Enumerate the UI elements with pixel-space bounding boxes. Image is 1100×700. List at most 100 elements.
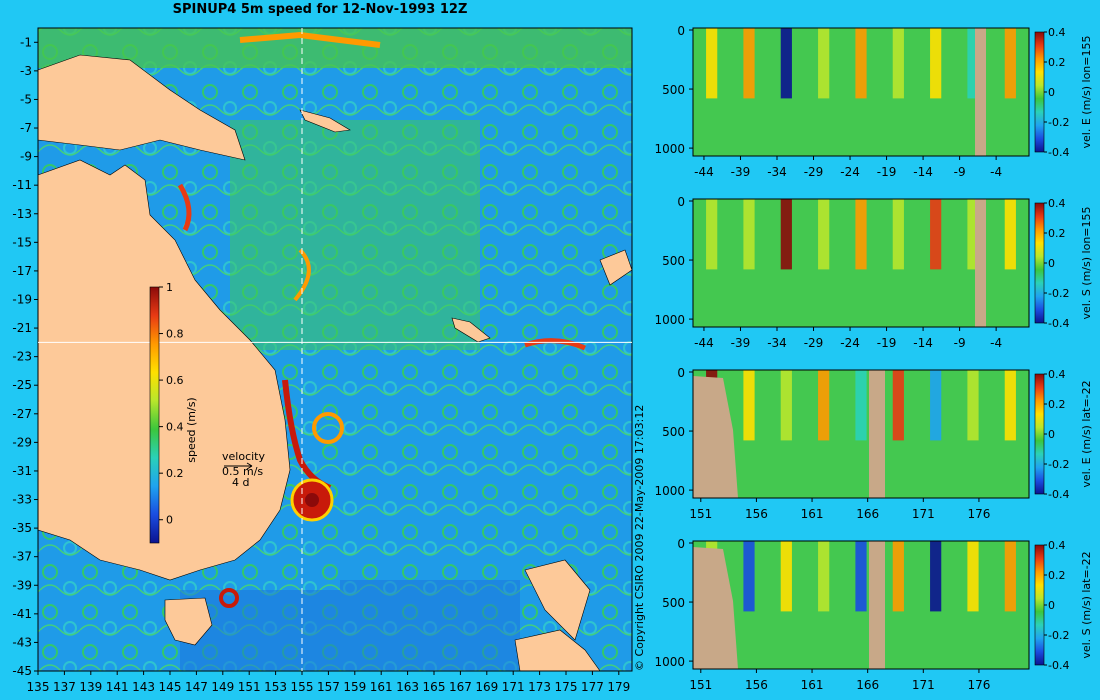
speed-colorbar-tick-label: 0.4 (166, 421, 184, 434)
section-land (975, 28, 986, 156)
section-x-tick-label: 151 (689, 678, 712, 692)
map-x-tick-label: 177 (581, 680, 604, 694)
map-x-tick-label: 161 (370, 680, 393, 694)
map-y-tick-label: -43 (12, 635, 32, 649)
section-colorbar-tick-label: -0.4 (1048, 146, 1069, 159)
section-colorbar-tick-label: 0.4 (1048, 197, 1066, 210)
equatorial-jet (239, 31, 381, 48)
land-new-zealand-south (514, 629, 601, 672)
section-x-tick-label: -24 (840, 336, 860, 350)
velocity-band (855, 370, 867, 441)
map-y-tick-label: -33 (12, 493, 32, 507)
section-colorbar-tick-label: 0.2 (1048, 227, 1066, 240)
section-x-tick-label: -14 (913, 165, 933, 179)
map-y-tick-label: -37 (12, 550, 32, 564)
section-y-tick-label: 500 (662, 425, 685, 439)
map-x-tick-label: 149 (211, 680, 234, 694)
section-colorbar-tick-label: 0.4 (1048, 368, 1066, 381)
velocity-band (743, 541, 755, 612)
velocity-band (967, 541, 979, 612)
section-y-tick-label: 500 (662, 596, 685, 610)
section-colorbar-tick-label: 0 (1048, 86, 1055, 99)
section-x-tick-label: -39 (731, 336, 751, 350)
section-land (693, 376, 738, 498)
map-x-tick-label: 167 (449, 680, 472, 694)
speed-colorbar-label: speed (m/s) (185, 397, 198, 462)
section-x-tick-label: 156 (745, 678, 768, 692)
section-frame (692, 27, 1030, 157)
velocity-band (818, 370, 830, 441)
section-land (975, 199, 986, 327)
section-y-tick-label: 1000 (654, 142, 685, 156)
map-x-tick-label: 135 (27, 680, 50, 694)
section-x-tick-label: 161 (801, 678, 824, 692)
section-x-tick-label: -14 (913, 336, 933, 350)
map-x-tick-label: 141 (106, 680, 129, 694)
section-colorbar-tick-label: 0.4 (1048, 539, 1066, 552)
map-frame (37, 27, 633, 672)
jet-coral-sea (293, 248, 311, 302)
jet-north (177, 183, 192, 232)
velocity-band (743, 199, 755, 270)
section-x-tick-label: -4 (990, 165, 1002, 179)
map-y-tick-label: -15 (12, 235, 32, 249)
section-x-tick-label: -19 (877, 336, 897, 350)
velocity-band (780, 199, 792, 270)
map-y-tick-label: -17 (12, 264, 32, 278)
section-x-tick-label: -9 (954, 165, 966, 179)
section-x-tick-label: 161 (801, 507, 824, 521)
velocity-band (780, 541, 792, 612)
map-x-tick-label: 175 (555, 680, 578, 694)
section-x-tick-label: -29 (804, 336, 824, 350)
map-y-tick-label: -27 (12, 407, 32, 421)
section-x-tick-label: 171 (912, 507, 935, 521)
map-x-tick-label: 139 (79, 680, 102, 694)
section-land (869, 370, 885, 498)
map-y-tick-label: -23 (12, 350, 32, 364)
velocity-band (1004, 199, 1016, 270)
map-x-tick-label: 137 (53, 680, 76, 694)
map-x-tick-label: 147 (185, 680, 208, 694)
map-x-tick-label: 151 (238, 680, 261, 694)
speed-colorbar: 1 0.8 0.6 0.4 0.2 0 speed (m/s) (149, 281, 198, 544)
map-y-tick-label: -21 (12, 321, 32, 335)
map-x-tick-label: 179 (607, 680, 630, 694)
section-colorbar-label: vel. E (m/s) lon=155 (1080, 36, 1093, 149)
velocity-band (930, 199, 942, 270)
velocity-band (780, 370, 792, 441)
section-x-tick-label: -19 (877, 165, 897, 179)
section-colorbar-tick-label: -0.2 (1048, 287, 1069, 300)
land-australia (37, 159, 291, 581)
section-colorbar-tick-label: -0.4 (1048, 659, 1069, 672)
section-2: 0 500 1000 -44 -39 -34 -29 -24 -19 -14 -9 -4 0.4 0.2 0… (654, 195, 1093, 350)
map-x-axis: 135 137 139 141 143 145 147 149 151 153 155 157 159 1… (27, 671, 630, 694)
velocity-band (818, 28, 830, 99)
section-x-tick-label: 166 (856, 507, 879, 521)
section-colorbar-label: vel. S (m/s) lon=155 (1080, 206, 1093, 319)
speed-colorbar-ticks: 1 0.8 0.6 0.4 0.2 0 (159, 281, 184, 527)
section-land (693, 547, 738, 669)
section-x-tick-label: 176 (967, 507, 990, 521)
map-y-tick-label: -35 (12, 521, 32, 535)
section-x-tick-label: -9 (954, 336, 966, 350)
section-x-tick-label: -24 (840, 165, 860, 179)
velocity-band (892, 28, 904, 99)
section-colorbar (1034, 202, 1045, 324)
land-tasmania (164, 597, 213, 646)
section-x-tick-label: 171 (912, 678, 935, 692)
section-1: 0 500 1000 -44 -39 -34 -29 -24 -19 -14 -9 -4 0.4 0.2 0… (654, 24, 1093, 179)
section-colorbar (1034, 31, 1045, 153)
velocity-band (967, 370, 979, 441)
velocity-band (930, 28, 942, 99)
velocity-band (1004, 28, 1016, 99)
section-colorbar-tick-label: -0.2 (1048, 458, 1069, 471)
section-x-tick-label: 166 (856, 678, 879, 692)
section-colorbar (1034, 544, 1045, 666)
velocity-band (967, 28, 979, 99)
map-y-axis: -1 -3 -5 -7 -9 -11 -13 -15 -17 -19 -21 -23 -25 -27 -29… (12, 35, 38, 678)
map-x-tick-label: 165 (423, 680, 446, 694)
jet-east (524, 338, 586, 351)
velocity-band (967, 199, 979, 270)
section-x-tick-label: -44 (694, 336, 714, 350)
